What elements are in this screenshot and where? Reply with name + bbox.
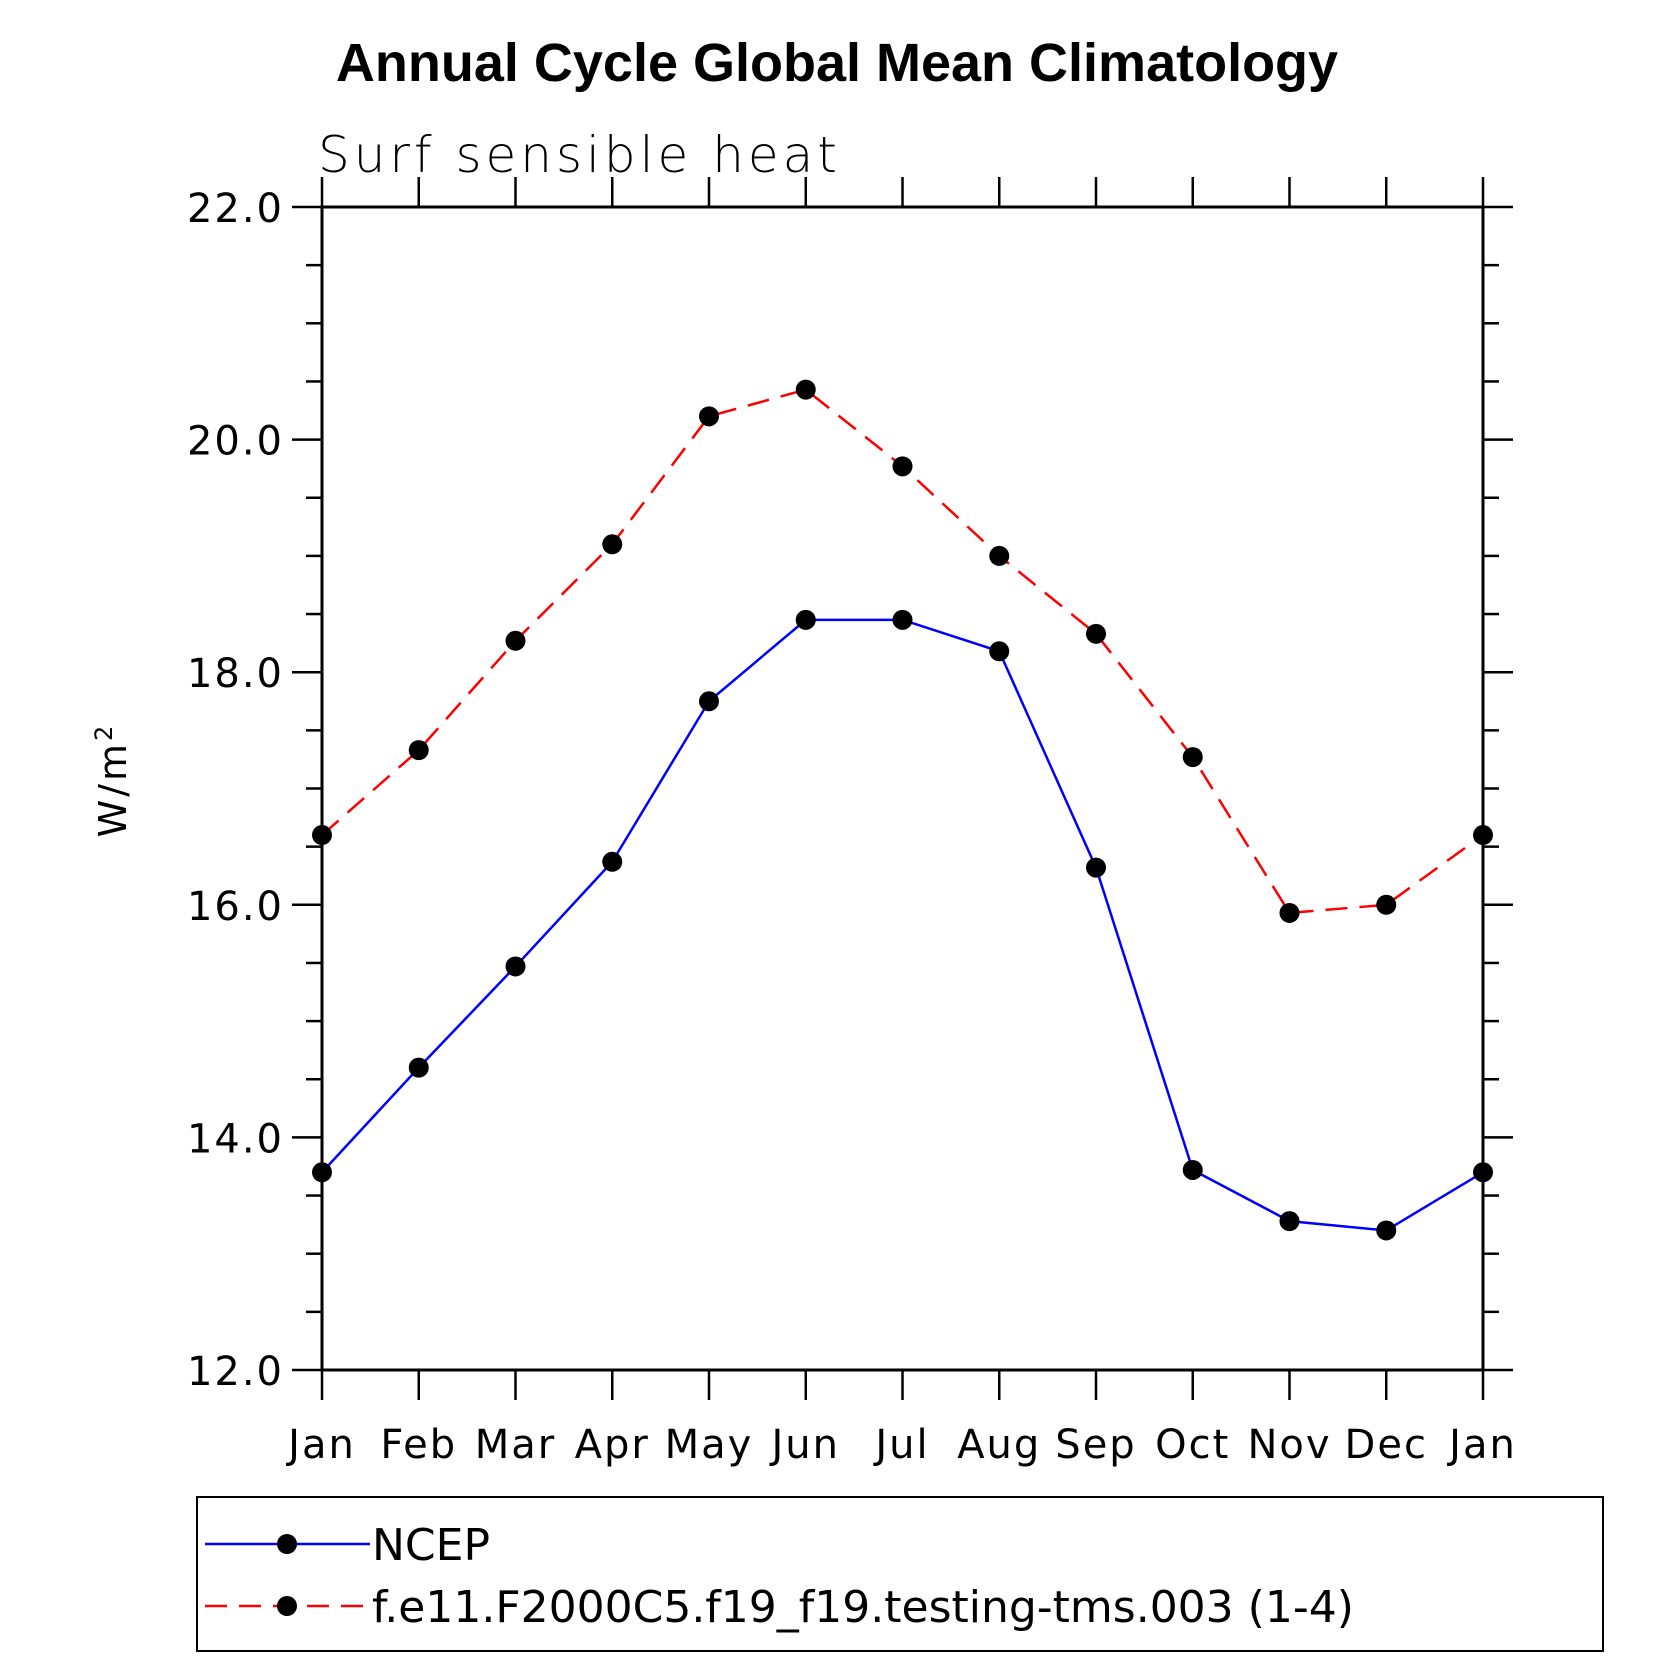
data-point	[1086, 857, 1106, 878]
x-tick-label: Sep	[1055, 1422, 1136, 1468]
y-axis-ticks: 12.0 14.0 16.0 18.0 20.0 22.0	[187, 186, 1513, 1395]
data-point	[1473, 1162, 1493, 1183]
data-point	[408, 740, 429, 761]
y-tick-label: 20.0	[187, 419, 284, 465]
series-layer	[312, 379, 1493, 1241]
data-point	[1473, 825, 1493, 846]
x-tick-label: Jun	[769, 1422, 841, 1468]
data-point	[1279, 902, 1300, 923]
data-point	[795, 609, 816, 630]
x-tick-label: Feb	[380, 1422, 457, 1468]
data-point	[699, 406, 719, 427]
data-point	[505, 630, 526, 651]
data-point	[1279, 1211, 1300, 1232]
chart-subtitle: Surf sensible heat	[318, 126, 841, 184]
data-point	[989, 545, 1010, 566]
data-point	[505, 956, 526, 977]
data-point	[312, 825, 332, 846]
data-point	[1376, 1220, 1397, 1241]
data-point	[1376, 894, 1397, 915]
series-2	[312, 379, 1493, 923]
data-point	[989, 641, 1010, 662]
x-tick-label: Jul	[872, 1422, 929, 1468]
legend-marker	[277, 1534, 297, 1554]
y-tick-label: 22.0	[187, 186, 284, 232]
data-point	[408, 1057, 429, 1078]
series-1	[312, 609, 1493, 1241]
x-axis-ticks: Jan Feb Mar Apr May Jun Jul Aug Sep Oct Nov Dec Jan	[285, 177, 1517, 1468]
data-point	[1182, 1159, 1203, 1180]
series-line	[321, 618, 1484, 1232]
data-point	[1086, 623, 1106, 644]
legend-label: NCEP	[372, 1520, 490, 1571]
data-point	[892, 609, 913, 630]
x-tick-label: Mar	[475, 1422, 556, 1468]
y-tick-label: 12.0	[187, 1349, 284, 1395]
legend: NCEP f.e11.F2000C5.f19_f19.testing-tms.00…	[196, 1496, 1604, 1652]
x-tick-label: Aug	[957, 1422, 1041, 1468]
plot-border	[320, 205, 1485, 1372]
x-tick-label: Jan	[285, 1422, 356, 1468]
x-tick-label: Jan	[1446, 1422, 1517, 1468]
data-point	[602, 534, 623, 555]
x-tick-label: Apr	[575, 1422, 650, 1468]
x-tick-label: May	[665, 1422, 754, 1468]
legend-items: NCEP f.e11.F2000C5.f19_f19.testing-tms.00…	[205, 1520, 1354, 1633]
legend-box	[196, 1496, 1604, 1652]
data-point	[699, 691, 719, 712]
x-tick-label: Dec	[1345, 1422, 1428, 1468]
y-tick-label: 16.0	[187, 884, 284, 930]
chart-title: Annual Cycle Global Mean Climatology	[336, 33, 1338, 93]
data-point	[602, 851, 623, 872]
data-point	[892, 456, 913, 477]
legend-label: f.e11.F2000C5.f19_f19.testing-tms.003 (1…	[372, 1582, 1354, 1633]
y-axis-label: W/m2	[90, 723, 135, 838]
y-axis-label-superscript: 2	[90, 723, 118, 741]
data-point	[312, 1162, 332, 1183]
x-tick-label: Oct	[1155, 1422, 1230, 1468]
data-point	[1182, 747, 1203, 768]
y-tick-label: 18.0	[187, 651, 284, 697]
y-axis-label-text: W/m	[91, 741, 135, 837]
y-tick-label: 14.0	[187, 1116, 284, 1162]
x-tick-label: Nov	[1247, 1422, 1331, 1468]
legend-marker	[277, 1596, 297, 1616]
y-axis-label-group: W/m2	[90, 723, 135, 838]
data-point	[795, 379, 816, 400]
plot-frame	[320, 205, 1485, 1372]
